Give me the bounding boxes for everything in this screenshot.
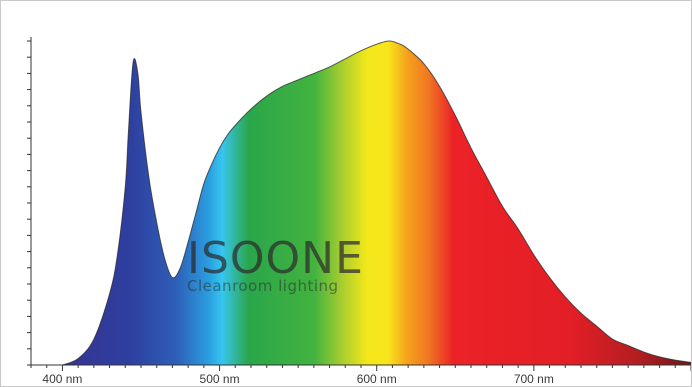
x-tick-label: 600 nm: [357, 372, 397, 386]
watermark-title: ISOONE: [187, 233, 364, 284]
x-tick-label: 700 nm: [514, 372, 554, 386]
x-tick-label: 400 nm: [42, 372, 82, 386]
watermark-subtitle: Cleanroom lighting: [187, 277, 339, 295]
spectrum-area-0: [62, 41, 691, 365]
watermark: ISOONE Cleanroom lighting: [187, 233, 364, 295]
x-tick-label: 500 nm: [200, 372, 240, 386]
spectrum-line-0: [62, 40, 691, 366]
